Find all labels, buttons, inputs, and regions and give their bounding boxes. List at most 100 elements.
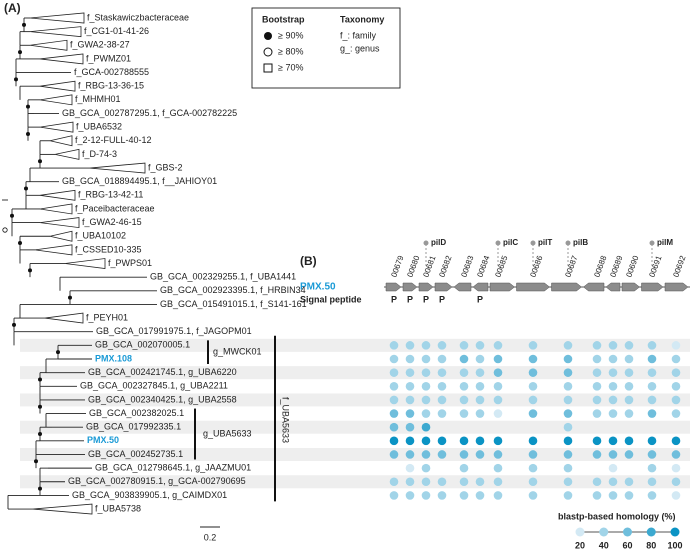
gene-label: 00682 <box>437 254 453 279</box>
collapsed-clade <box>39 121 74 133</box>
homology-dot <box>421 422 431 432</box>
bootstrap-node <box>26 131 30 136</box>
homology-dot <box>405 450 415 459</box>
pil-marker <box>649 240 655 246</box>
bootstrap-node <box>22 22 26 27</box>
legend-symbol <box>263 47 273 57</box>
taxon-label: GB_GCA_002787295.1, f_GCA-002782225 <box>62 108 237 118</box>
homology-dot <box>592 409 602 418</box>
homology-dot <box>493 409 503 418</box>
legend-tick-label: 40 <box>599 540 609 550</box>
homology-dot <box>475 341 485 350</box>
homology-dot <box>528 368 538 377</box>
taxon-label: GB_GCA_002382025.1 <box>89 408 184 418</box>
legend-dot <box>670 527 680 537</box>
legend-title: Bootstrap <box>262 14 305 24</box>
legend-symbol <box>264 32 272 40</box>
homology-dot <box>475 436 485 446</box>
homology-dot <box>459 450 469 459</box>
homology-dot <box>563 341 573 350</box>
homology-dot <box>437 341 447 350</box>
homology-dot <box>405 409 415 418</box>
homology-dot <box>475 354 485 364</box>
legend-item: ≥ 70% <box>278 62 303 72</box>
homology-dot <box>647 354 657 364</box>
collapsed-clade <box>39 94 73 106</box>
taxon-label: f_RBG-13-42-11 <box>78 190 143 200</box>
homology-dot <box>493 381 503 391</box>
collapsed-clade <box>32 503 93 515</box>
row-shade <box>20 393 690 407</box>
taxon-label: GB_GCA_002329255.1, f_UBA1441 <box>150 272 296 282</box>
signal-peptide-title: Signal peptide <box>300 294 362 304</box>
homology-dot <box>671 450 681 459</box>
homology-dot <box>528 463 538 473</box>
homology-dot <box>563 491 573 500</box>
legend-item: g_: genus <box>340 43 380 53</box>
homology-dot <box>459 477 469 487</box>
gene-label: 00681 <box>421 254 437 279</box>
taxon-label: f_PWMZ01 <box>86 53 131 63</box>
signal-peptide-mark: P <box>423 294 429 304</box>
homology-dot <box>563 409 573 418</box>
taxon-label: f_Staskawiczbacteraceae <box>87 12 189 22</box>
legend-dot <box>623 527 632 537</box>
homology-dot <box>421 491 431 500</box>
legend-dot <box>646 527 656 537</box>
homology-dot <box>671 477 681 487</box>
panel-label: (B) <box>300 254 317 268</box>
bootstrap-node <box>68 295 72 300</box>
homology-dot <box>421 409 431 418</box>
homology-dot <box>405 381 415 391</box>
homology-dot <box>528 409 538 418</box>
bootstrap-node <box>2 227 8 233</box>
gene-arrow <box>664 282 689 292</box>
homology-dot <box>671 368 681 377</box>
pil-label: pilM <box>657 238 673 247</box>
homology-dot <box>624 368 634 377</box>
homology-dot <box>389 477 399 487</box>
bootstrap-node <box>38 377 42 382</box>
gene-arrow <box>489 282 515 292</box>
homology-dot <box>624 436 634 446</box>
pil-label: pilD <box>431 238 446 247</box>
homology-dot <box>421 436 431 446</box>
homology-dot <box>459 436 469 446</box>
row-shade <box>20 338 690 352</box>
homology-dot <box>563 422 573 432</box>
homology-dot <box>624 491 634 500</box>
row-shade <box>20 447 690 461</box>
homology-dot <box>671 436 681 446</box>
homology-dot <box>608 436 618 446</box>
collapsed-clade <box>44 312 84 324</box>
homology-dot <box>671 354 681 364</box>
gene-label: 00686 <box>528 254 544 279</box>
taxon-label: f_Paceibacteraceae <box>75 203 155 213</box>
homology-dot <box>671 395 681 405</box>
taxon-label: f_MHMH01 <box>75 94 121 104</box>
homology-dot <box>405 354 415 364</box>
homology-dot <box>475 477 485 487</box>
bootstrap-node <box>18 241 22 246</box>
homology-dot <box>421 463 431 473</box>
homology-dot <box>608 395 618 405</box>
homology-dot <box>563 395 573 405</box>
homology-dot <box>592 381 602 391</box>
collapsed-clade <box>39 203 73 215</box>
gene-arrow <box>583 282 605 292</box>
taxon-label: PMX.108 <box>95 353 132 363</box>
taxon-label: f_UBA5738 <box>95 503 141 513</box>
legend-box <box>251 7 401 89</box>
homology-dot <box>389 368 399 377</box>
homology-dot <box>608 381 618 391</box>
homology-dot <box>592 395 602 405</box>
taxon-label: f_GBS-2 <box>148 162 183 172</box>
collapsed-clade <box>34 244 73 256</box>
homology-dot <box>437 450 447 459</box>
row-shade <box>20 366 690 380</box>
homology-dot <box>475 491 485 500</box>
taxon-label: f_2-12-FULL-40-12 <box>75 135 152 145</box>
gene-label: 00689 <box>608 254 624 279</box>
homology-dot <box>475 395 485 405</box>
